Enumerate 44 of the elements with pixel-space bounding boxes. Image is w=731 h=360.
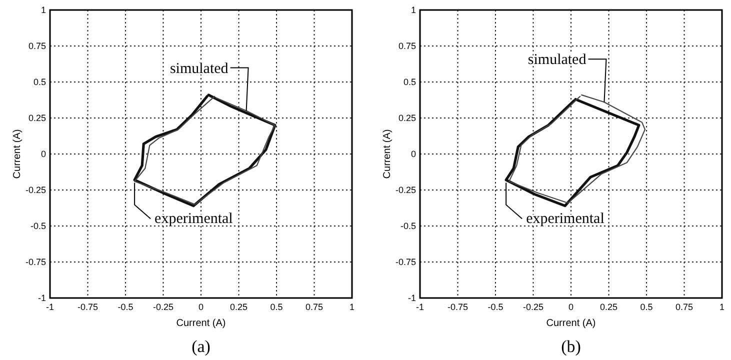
x-tick-label: 0.5	[270, 302, 283, 312]
y-tick-label: -0.75	[25, 257, 46, 267]
y-tick-label: -0.75	[395, 257, 416, 267]
annotation: simulated	[528, 52, 587, 68]
y-tick-label: -0.25	[25, 185, 46, 195]
x-tick-label: 0.25	[600, 302, 618, 312]
x-axis-title: Current (A)	[176, 318, 226, 329]
x-tick-label: 0	[568, 302, 574, 312]
y-tick-label: 1	[40, 5, 46, 15]
annotation: experimental	[154, 210, 233, 227]
y-axis-title: Current (A)	[12, 129, 23, 179]
y-tick-label: -1	[38, 293, 46, 303]
y-tick-label: 0.5	[33, 77, 46, 87]
y-tick-label: 0	[410, 149, 416, 159]
x-tick-label: 0.5	[640, 302, 653, 312]
y-tick-label: -1	[408, 293, 416, 303]
x-tick-label: 0.75	[305, 302, 324, 312]
x-tick-label: -0.25	[522, 302, 544, 312]
annotation: experimental	[526, 210, 604, 227]
x-tick-label: -0.75	[447, 302, 468, 312]
x-tick-label: -0.25	[152, 302, 174, 312]
y-tick-label: -0.5	[400, 221, 416, 231]
x-tick-label: 1	[349, 302, 355, 312]
y-tick-label: -0.5	[30, 221, 46, 231]
x-tick-label: -0.75	[77, 302, 98, 312]
y-tick-label: 1	[410, 5, 416, 15]
x-tick-label: 0.75	[675, 302, 694, 312]
x-tick-label: -0.5	[118, 302, 134, 312]
y-tick-label: 0.75	[398, 41, 416, 51]
y-tick-label: 0.75	[28, 41, 46, 51]
y-tick-label: 0.25	[398, 113, 416, 123]
x-tick-label: 0	[198, 302, 204, 312]
y-tick-label: -0.25	[395, 185, 416, 195]
annotation: simulated	[170, 60, 229, 77]
x-tick-label: 0.25	[230, 302, 248, 312]
text: (b)	[561, 337, 581, 356]
y-tick-label: 0	[40, 149, 46, 159]
y-axis-title: Current (A)	[382, 129, 393, 179]
x-tick-label: -0.5	[488, 302, 504, 312]
y-tick-label: 0.25	[28, 113, 46, 123]
x-axis-title: Current (A)	[546, 318, 596, 329]
y-tick-label: 0.5	[403, 77, 416, 87]
text: (a)	[192, 337, 210, 356]
x-tick-label: 1	[719, 302, 725, 312]
